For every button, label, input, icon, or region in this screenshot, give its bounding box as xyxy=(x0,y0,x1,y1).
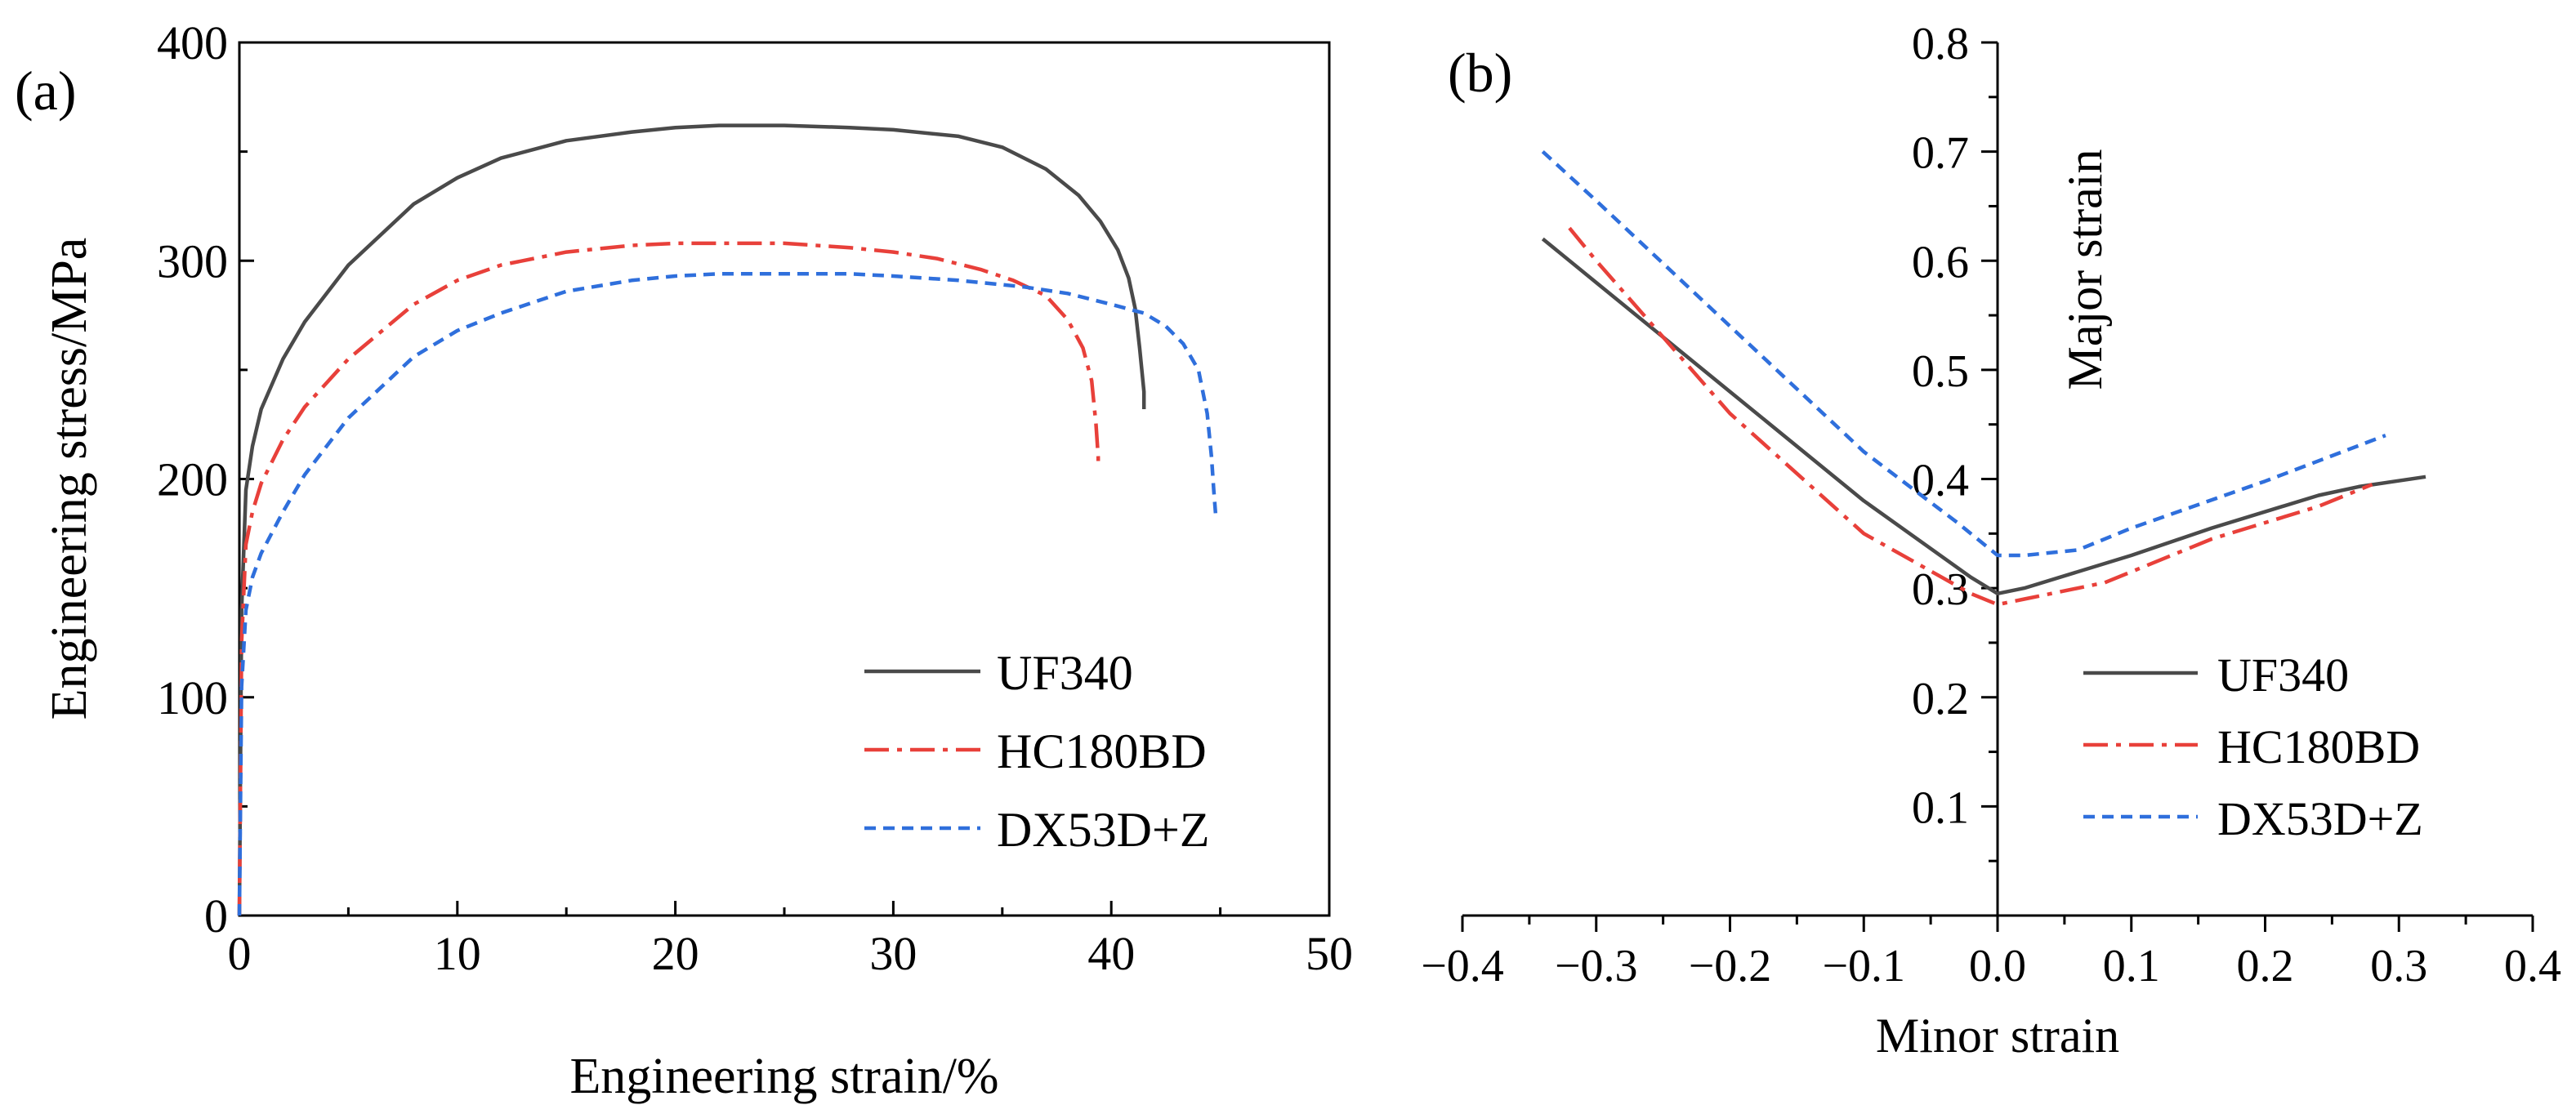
panel-b-y-tick-label: 0.1 xyxy=(1912,782,1969,833)
panel-a-legend-label-dx53d-z: DX53D+Z xyxy=(997,803,1209,857)
panel-a-x-axis-label: Engineering strain/% xyxy=(569,1049,998,1104)
panel-b-x-tick-label: −0.3 xyxy=(1555,941,1638,991)
panel-a-x-tick-label: 0 xyxy=(228,927,252,980)
panel-b-x-tick-label: 0.4 xyxy=(2504,941,2561,991)
panel-a-legend-label-uf340: UF340 xyxy=(997,646,1133,700)
panel-b-y-tick-label: 0.6 xyxy=(1912,237,1969,287)
panel-a-legend-label-hc180bd: HC180BD xyxy=(997,724,1207,778)
panel-a-x-tick-labels: 0 10 20 30 40 50 xyxy=(228,927,1354,980)
panel-b-legend-label-dx53d-z: DX53D+Z xyxy=(2217,792,2423,845)
panel-b-series-uf340 xyxy=(1541,237,2426,596)
panel-b-y-tick-label: 0.4 xyxy=(1912,456,1969,506)
panel-b-x-tick-label: −0.2 xyxy=(1689,941,1772,991)
panel-a-series-dx53d-z xyxy=(237,272,1218,916)
panel-b-ticks xyxy=(1461,41,2534,932)
panel-b-y-tick-label: 0.8 xyxy=(1912,19,1969,69)
panel-b: (b) −0.4 −0.3 −0.2 −0.1 0.0 0.1 0.2 0.3 0.4 0.10… xyxy=(1421,19,2561,1063)
panel-b-label: (b) xyxy=(1448,42,1512,104)
panel-b-x-axis-label: Minor strain xyxy=(1876,1009,2119,1063)
panel-b-legend-label-hc180bd: HC180BD xyxy=(2217,720,2420,773)
panel-a-ticks xyxy=(238,41,1331,917)
panel-a-legend: UF340 HC180BD DX53D+Z xyxy=(864,646,1209,857)
panel-b-x-tick-label: 0.0 xyxy=(1969,941,2026,991)
panel-b-y-tick-label: 0.7 xyxy=(1912,128,1969,179)
panel-b-y-axis-label: Major strain xyxy=(2058,149,2112,390)
panel-a: (a) 0 10 20 30 40 50 0 100 200 300 400 Engineerin… xyxy=(15,16,1353,1104)
panel-b-series xyxy=(1541,149,2426,607)
panel-a-y-axis-label: Engineering stress/MPa xyxy=(42,238,97,720)
panel-a-x-tick-label: 50 xyxy=(1306,927,1353,980)
panel-a-series-uf340 xyxy=(237,123,1146,916)
panel-a-plot-frame xyxy=(238,41,1331,917)
panel-a-series xyxy=(237,123,1218,916)
panel-a-x-tick-label: 10 xyxy=(434,927,481,980)
panel-b-x-tick-label: 0.3 xyxy=(2370,941,2427,991)
panel-b-y-tick-label: 0.2 xyxy=(1912,674,1969,724)
panel-b-legend: UF340 HC180BD DX53D+Z xyxy=(2083,648,2423,845)
panel-b-x-tick-labels: −0.4 −0.3 −0.2 −0.1 0.0 0.1 0.2 0.3 0.4 xyxy=(1421,941,2561,991)
panel-a-y-tick-label: 0 xyxy=(204,889,228,942)
panel-b-y-tick-label: 0.5 xyxy=(1912,346,1969,397)
panel-a-series-hc180bd xyxy=(237,241,1100,916)
panel-b-y-tick-label: 0.3 xyxy=(1912,564,1969,615)
panel-b-legend-label-uf340: UF340 xyxy=(2217,648,2349,702)
panel-a-y-tick-label: 300 xyxy=(157,234,228,287)
panel-b-x-tick-label: 0.2 xyxy=(2237,941,2294,991)
panel-b-y-tick-labels: 0.1 0.2 0.3 0.4 0.5 0.6 0.7 0.8 xyxy=(1912,19,1969,833)
panel-a-x-tick-label: 30 xyxy=(869,927,917,980)
panel-b-x-tick-label: 0.1 xyxy=(2103,941,2160,991)
panel-a-x-tick-label: 40 xyxy=(1087,927,1135,980)
panel-b-series-hc180bd xyxy=(1568,226,2373,607)
panel-a-y-tick-label: 100 xyxy=(157,671,228,724)
panel-a-y-tick-label: 200 xyxy=(157,453,228,506)
panel-b-x-tick-label: −0.1 xyxy=(1822,941,1905,991)
panel-a-y-tick-labels: 0 100 200 300 400 xyxy=(157,16,228,942)
panel-a-x-tick-label: 20 xyxy=(652,927,699,980)
panel-a-label: (a) xyxy=(15,60,76,122)
panel-b-series-dx53d-z xyxy=(1541,149,2386,558)
panel-a-y-tick-label: 400 xyxy=(157,16,228,69)
panel-b-x-tick-label: −0.4 xyxy=(1421,941,1504,991)
